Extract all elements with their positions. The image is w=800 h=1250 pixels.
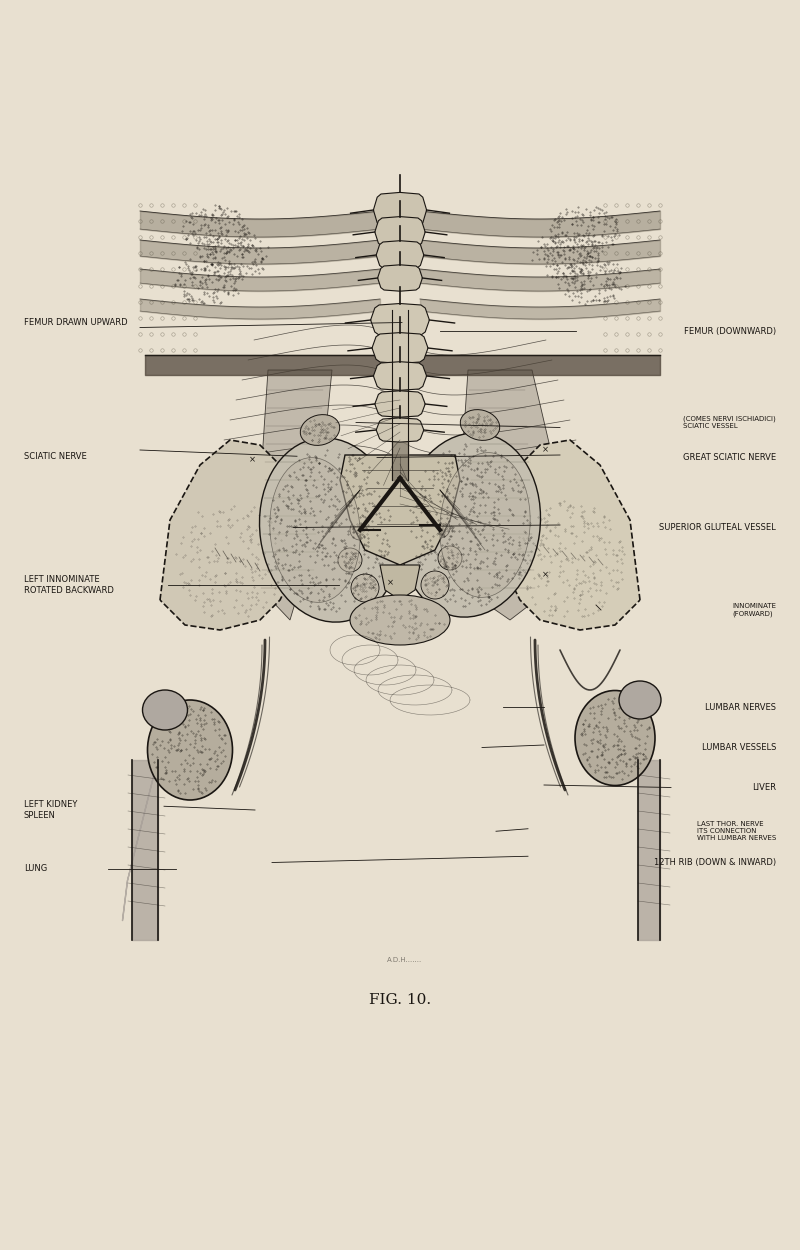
Ellipse shape [270,458,360,602]
Ellipse shape [430,518,450,538]
Polygon shape [374,192,426,228]
Ellipse shape [619,681,661,719]
Polygon shape [380,565,420,600]
Ellipse shape [399,432,541,618]
Polygon shape [160,440,300,630]
Ellipse shape [421,571,449,599]
Text: A.D.H.......: A.D.H....... [387,958,422,962]
Ellipse shape [147,700,233,800]
Text: FIG. 10.: FIG. 10. [369,992,431,1008]
Text: ×: × [542,445,549,455]
Text: ×: × [542,570,549,580]
Text: FEMUR (DOWNWARD): FEMUR (DOWNWARD) [684,326,776,336]
Polygon shape [500,440,640,630]
Polygon shape [378,265,422,291]
Polygon shape [252,370,332,620]
Text: LEFT KIDNEY
SPLEEN: LEFT KIDNEY SPLEEN [24,800,78,820]
Text: SCIATIC NERVE: SCIATIC NERVE [24,451,86,461]
Polygon shape [374,361,426,390]
Ellipse shape [350,595,450,645]
Text: LUMBAR NERVES: LUMBAR NERVES [705,703,776,712]
Text: 12TH RIB (DOWN & INWARD): 12TH RIB (DOWN & INWARD) [654,858,776,868]
Ellipse shape [460,410,500,440]
Text: ×: × [386,579,394,587]
Text: LUNG: LUNG [24,864,47,874]
Text: ×: × [249,455,255,465]
Text: FEMUR DRAWN UPWARD: FEMUR DRAWN UPWARD [24,318,128,328]
Polygon shape [372,332,428,364]
Polygon shape [340,455,460,565]
Ellipse shape [350,520,370,540]
Text: GREAT SCIATIC NERVE: GREAT SCIATIC NERVE [683,452,776,462]
Ellipse shape [338,548,362,572]
Polygon shape [370,304,430,336]
Text: LEFT INNOMINATE
ROTATED BACKWARD: LEFT INNOMINATE ROTATED BACKWARD [24,575,114,595]
Ellipse shape [575,690,655,785]
Text: (COMES NERVI ISCHIADICI)
SCIATIC VESSEL: (COMES NERVI ISCHIADICI) SCIATIC VESSEL [683,416,776,429]
Text: SUPERIOR GLUTEAL VESSEL: SUPERIOR GLUTEAL VESSEL [659,522,776,532]
Polygon shape [452,370,562,620]
Text: LUMBAR VESSELS: LUMBAR VESSELS [702,742,776,752]
Ellipse shape [351,574,379,602]
Text: INNOMINATE
(FORWARD): INNOMINATE (FORWARD) [732,604,776,616]
Text: LAST THOR. NERVE
ITS CONNECTION
WITH LUMBAR NERVES: LAST THOR. NERVE ITS CONNECTION WITH LUM… [697,821,776,841]
Text: LIVER: LIVER [752,782,776,792]
Ellipse shape [438,546,462,570]
Polygon shape [374,391,426,418]
Ellipse shape [440,452,530,598]
Polygon shape [374,216,426,248]
Ellipse shape [142,690,187,730]
Ellipse shape [259,438,401,622]
Polygon shape [376,241,424,269]
Polygon shape [376,418,424,442]
Ellipse shape [300,415,340,445]
